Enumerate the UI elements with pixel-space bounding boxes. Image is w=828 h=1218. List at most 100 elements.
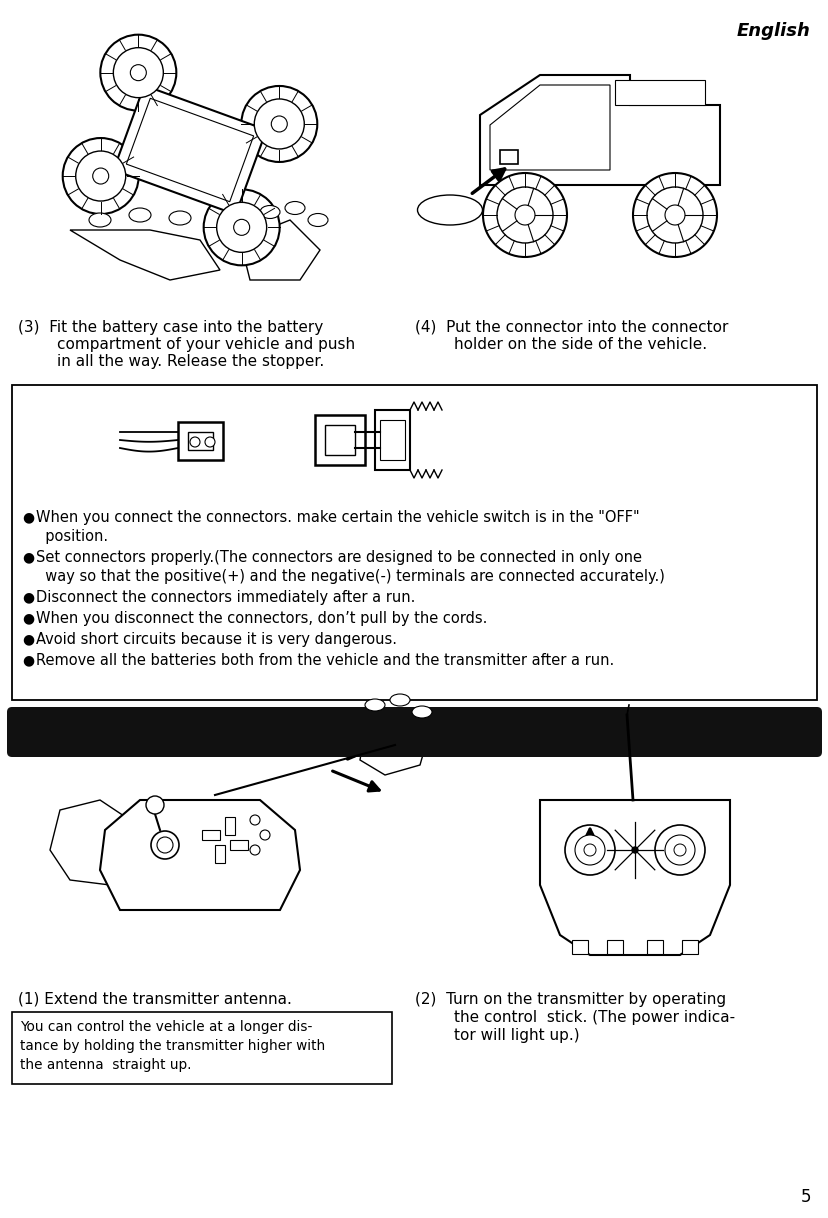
- Text: Disconnect the connectors immediately after a run.: Disconnect the connectors immediately af…: [36, 590, 415, 605]
- Bar: [571, 940, 587, 954]
- Ellipse shape: [389, 694, 410, 706]
- Polygon shape: [100, 800, 300, 910]
- Polygon shape: [126, 99, 253, 202]
- Bar: [646, 940, 662, 954]
- Bar: [178, 421, 223, 460]
- Ellipse shape: [364, 699, 384, 711]
- Polygon shape: [70, 230, 219, 280]
- Circle shape: [633, 173, 716, 257]
- Polygon shape: [489, 85, 609, 171]
- Circle shape: [216, 202, 267, 252]
- Circle shape: [204, 189, 279, 266]
- Circle shape: [646, 188, 702, 244]
- FancyBboxPatch shape: [7, 706, 821, 758]
- Circle shape: [75, 151, 126, 201]
- Circle shape: [100, 34, 176, 111]
- Circle shape: [130, 65, 147, 80]
- Polygon shape: [479, 76, 720, 185]
- Text: English: English: [736, 22, 810, 40]
- Circle shape: [250, 815, 260, 825]
- Text: Remove all the batteries both from the vehicle and the transmitter after a run.: Remove all the batteries both from the v…: [36, 653, 614, 667]
- Text: When you connect the connectors. make certain the vehicle switch is in the "OFF": When you connect the connectors. make ce…: [36, 510, 639, 525]
- Text: in all the way. Release the stopper.: in all the way. Release the stopper.: [18, 354, 324, 369]
- Circle shape: [673, 844, 686, 856]
- Text: (4)  Put the connector into the connector: (4) Put the connector into the connector: [415, 320, 728, 335]
- Circle shape: [583, 844, 595, 856]
- Circle shape: [575, 836, 604, 865]
- Text: way so that the positive(+) and the negative(-) terminals are connected accurate: way so that the positive(+) and the nega…: [36, 569, 664, 583]
- Text: ●: ●: [22, 611, 34, 625]
- Text: ●: ●: [22, 653, 34, 667]
- Polygon shape: [359, 710, 430, 775]
- Circle shape: [497, 188, 552, 244]
- Text: (3)  Fit the battery case into the battery: (3) Fit the battery case into the batter…: [18, 320, 323, 335]
- Text: the control  stick. (The power indica-: the control stick. (The power indica-: [415, 1010, 734, 1026]
- Text: ●: ●: [22, 590, 34, 604]
- Text: Set connectors properly.(The connectors are designed to be connected in only one: Set connectors properly.(The connectors …: [36, 551, 641, 565]
- Ellipse shape: [412, 706, 431, 717]
- Ellipse shape: [169, 211, 190, 225]
- Polygon shape: [240, 220, 320, 280]
- Circle shape: [241, 86, 317, 162]
- Text: HOW TO PLAY: HOW TO PLAY: [28, 720, 240, 744]
- Bar: [374, 410, 410, 470]
- Text: tor will light up.): tor will light up.): [415, 1028, 579, 1043]
- Ellipse shape: [285, 201, 305, 214]
- Bar: [499, 150, 518, 164]
- Text: When you disconnect the connectors, don’t pull by the cords.: When you disconnect the connectors, don’…: [36, 611, 487, 626]
- Ellipse shape: [260, 206, 280, 218]
- Circle shape: [260, 829, 270, 840]
- Bar: [12, 385, 816, 700]
- Text: holder on the side of the vehicle.: holder on the side of the vehicle.: [415, 337, 706, 352]
- Text: (1) Extend the transmitter antenna.: (1) Extend the transmitter antenna.: [18, 991, 291, 1007]
- Text: tance by holding the transmitter higher with: tance by holding the transmitter higher …: [20, 1039, 325, 1054]
- Circle shape: [190, 437, 200, 447]
- Bar: [315, 415, 364, 465]
- Ellipse shape: [129, 208, 151, 222]
- Text: the antenna  straight up.: the antenna straight up.: [20, 1058, 191, 1072]
- Bar: [188, 432, 213, 449]
- Circle shape: [271, 116, 287, 132]
- Circle shape: [93, 168, 108, 184]
- Polygon shape: [113, 85, 266, 214]
- Circle shape: [514, 205, 534, 225]
- Text: Avoid short circuits because it is very dangerous.: Avoid short circuits because it is very …: [36, 632, 397, 647]
- Circle shape: [205, 437, 214, 447]
- Circle shape: [254, 99, 304, 149]
- Ellipse shape: [417, 195, 482, 225]
- Text: ●: ●: [22, 510, 34, 524]
- Ellipse shape: [308, 213, 328, 227]
- Text: compartment of your vehicle and push: compartment of your vehicle and push: [18, 337, 354, 352]
- Bar: [325, 425, 354, 456]
- Text: ●: ●: [22, 551, 34, 564]
- Bar: [12, 1012, 392, 1084]
- Bar: [229, 840, 248, 850]
- Polygon shape: [50, 800, 150, 890]
- Circle shape: [565, 825, 614, 875]
- Circle shape: [654, 825, 704, 875]
- Circle shape: [631, 847, 638, 853]
- Circle shape: [250, 845, 260, 855]
- Circle shape: [146, 797, 164, 814]
- Circle shape: [483, 173, 566, 257]
- Circle shape: [151, 831, 179, 859]
- Text: (2)  Turn on the transmitter by operating: (2) Turn on the transmitter by operating: [415, 991, 725, 1007]
- Bar: [214, 845, 224, 864]
- Bar: [224, 817, 234, 836]
- Bar: [379, 420, 405, 460]
- Circle shape: [233, 219, 249, 235]
- Ellipse shape: [89, 213, 111, 227]
- Text: ●: ●: [22, 632, 34, 646]
- Circle shape: [664, 205, 684, 225]
- Bar: [606, 940, 623, 954]
- Bar: [614, 80, 704, 105]
- Bar: [681, 940, 697, 954]
- Circle shape: [63, 138, 138, 214]
- Bar: [202, 829, 219, 840]
- Circle shape: [113, 48, 163, 97]
- Text: 5: 5: [800, 1188, 810, 1206]
- Circle shape: [664, 836, 694, 865]
- Polygon shape: [539, 800, 729, 955]
- Text: position.: position.: [36, 529, 108, 544]
- Circle shape: [156, 837, 173, 853]
